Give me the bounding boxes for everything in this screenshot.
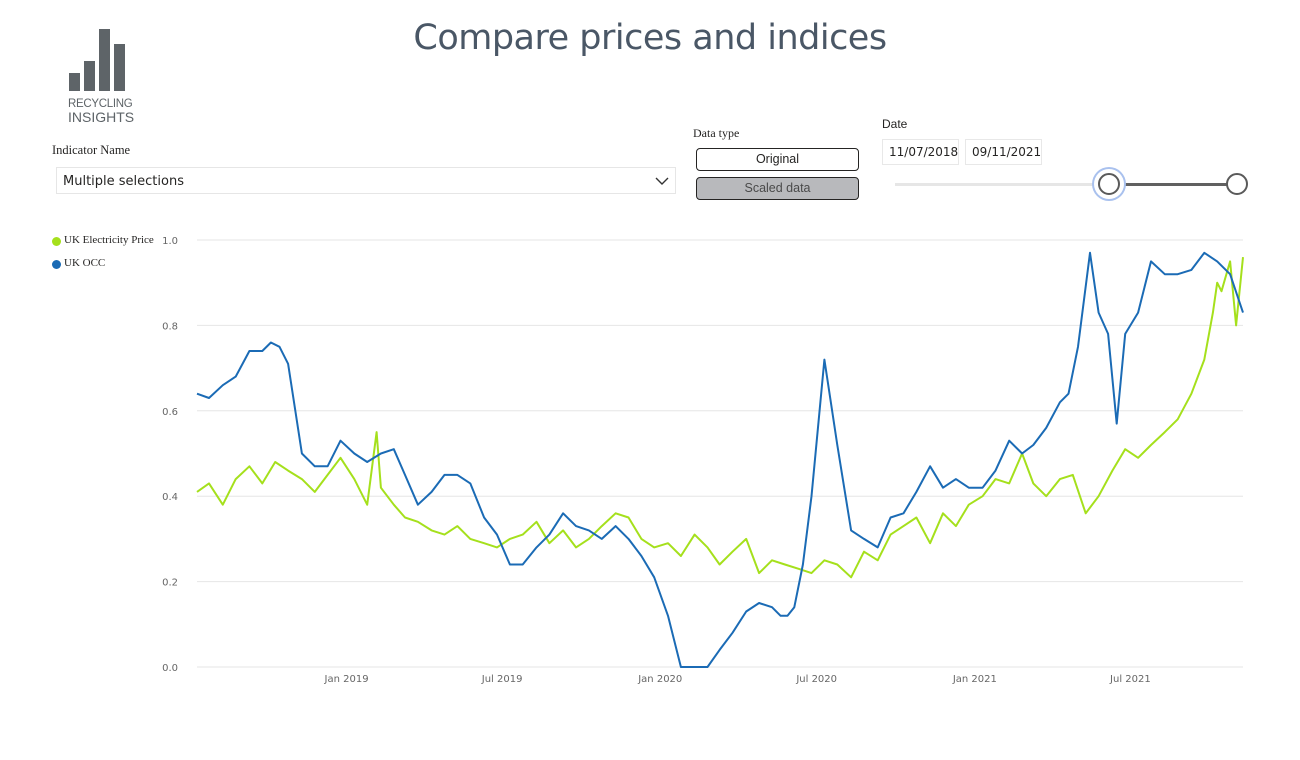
x-tick-label: Jul 2021 [1109,674,1151,685]
legend-label-occ: UK OCC [64,257,106,269]
y-tick-label: 0.0 [162,663,178,674]
date-from-input[interactable]: 11/07/2018 [882,139,959,165]
date-slider-end-handle[interactable] [1226,173,1248,195]
x-tick-label: Jan 2020 [637,674,682,685]
date-slider-track[interactable] [895,183,1238,186]
chevron-down-icon [655,177,669,185]
y-tick-label: 0.2 [162,578,178,589]
date-label: Date [882,117,908,131]
legend-item-electricity[interactable]: UK Electricity Price [52,234,154,257]
x-tick-label: Jan 2021 [952,674,997,685]
x-tick-label: Jul 2019 [481,674,523,685]
y-tick-label: 0.6 [162,407,178,418]
date-slider-start-handle[interactable] [1098,173,1120,195]
x-tick-label: Jul 2020 [795,674,837,685]
logo: RECYCLING INSIGHTS [62,28,142,128]
page-title: Compare prices and indices [413,18,887,58]
original-button[interactable]: Original [696,148,859,171]
indicator-dropdown[interactable]: Multiple selections [56,167,676,194]
legend-label-electricity: UK Electricity Price [64,234,154,246]
y-tick-label: 0.4 [162,492,178,503]
logo-bar [114,44,125,91]
series-line-electricity [196,256,1244,579]
logo-bar [99,29,110,91]
legend-dot-electricity [52,237,61,246]
logo-line1: RECYCLING [68,98,133,110]
y-tick-label: 1.0 [162,236,178,247]
date-slider-range [1109,183,1238,186]
indicator-label: Indicator Name [52,143,131,157]
legend-dot-occ [52,260,61,269]
x-tick-label: Jan 2019 [324,674,369,685]
series-line-occ [196,251,1244,668]
scaled-data-button[interactable]: Scaled data [696,177,859,200]
y-tick-label: 0.8 [162,321,178,332]
date-to-input[interactable]: 09/11/2021 [965,139,1042,165]
data-type-label: Data type [693,126,740,140]
logo-bar [69,73,80,91]
logo-bar [84,61,95,91]
logo-line2: INSIGHTS [68,109,135,125]
indicator-value: Multiple selections [63,174,184,189]
logo-text: RECYCLING INSIGHTS [68,98,134,124]
chart-legend: UK Electricity Price UK OCC [52,234,154,280]
legend-item-occ[interactable]: UK OCC [52,257,154,280]
